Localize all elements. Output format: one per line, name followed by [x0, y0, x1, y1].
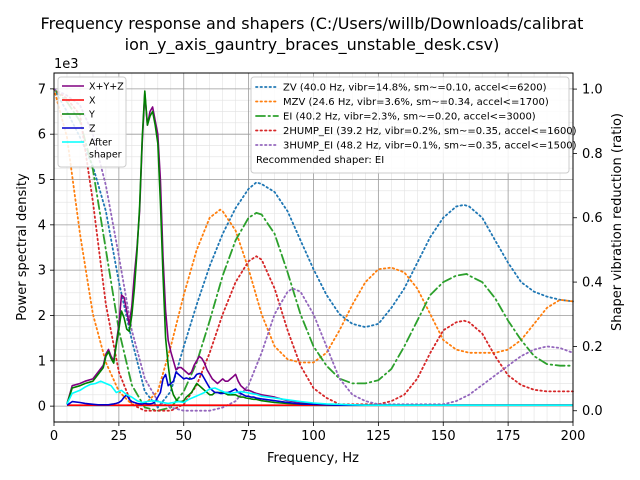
y-tick-label: 1	[38, 354, 46, 369]
shaper-line-3	[53, 88, 574, 412]
y-scale-label: 1e3	[54, 57, 79, 72]
shaper-line-1	[53, 88, 574, 409]
y2-tick-label: 0.0	[582, 404, 603, 419]
legend-shaper-label: 3HUMP_EI (48.2 Hz, vibr=0.1%, sm~=0.35, …	[283, 141, 577, 152]
y-axis-label: Power spectral density	[15, 173, 30, 321]
legend-psd-label: X	[89, 96, 96, 107]
psd-line-1	[66, 92, 573, 407]
psd-line-5	[66, 380, 573, 407]
legend-shaper-label: MZV (24.6 Hz, vibr=3.6%, sm~=0.34, accel…	[283, 97, 549, 108]
legend-shaper-label: EI (40.2 Hz, vibr=2.3%, sm~=0.20, accel<…	[283, 112, 536, 123]
chart-title-line-2: ion_y_axis_gauntry_braces_unstable_desk.…	[125, 35, 500, 55]
y-tick-label: 7	[38, 82, 46, 97]
y2-axis-label: Shaper vibration reduction (ratio)	[610, 113, 625, 331]
legend-psd-label: After	[89, 138, 112, 149]
x-tick-label: 200	[561, 429, 586, 444]
y-tick-label: 6	[38, 128, 46, 143]
y-tick-label: 0	[38, 400, 46, 415]
x-tick-label: 50	[175, 429, 192, 444]
legend-shaper-label: 2HUMP_EI (39.2 Hz, vibr=0.2%, sm~=0.35, …	[283, 126, 577, 137]
psd-line-4	[66, 371, 573, 407]
y2-tick-label: 0.6	[582, 211, 603, 226]
y-tick-label: 4	[38, 218, 46, 233]
y-tick-label: 2	[38, 309, 46, 324]
x-tick-label: 75	[240, 429, 257, 444]
legend-psd-label: Z	[89, 124, 96, 135]
legend-psd-label: shaper	[89, 150, 122, 161]
y2-tick-label: 0.2	[582, 340, 603, 355]
psd-lines	[66, 90, 573, 407]
y-axis-ticks: 0 1 2 3 4 5 6 7	[38, 82, 54, 415]
recommended-shaper-label: Recommended shaper: EI	[256, 155, 384, 166]
y-tick-label: 3	[38, 264, 46, 279]
chart-title-line-1: Frequency response and shapers (C:/Users…	[41, 14, 584, 33]
shaper-line-4	[53, 88, 574, 412]
x-tick-label: 100	[301, 429, 326, 444]
x-tick-label: 150	[431, 429, 456, 444]
y2-axis-ticks: 0.0 0.2 0.4 0.6 0.8 1.0	[573, 83, 603, 419]
legend-psd-label: X+Y+Z	[89, 82, 124, 93]
y2-tick-label: 0.8	[582, 147, 603, 162]
x-axis-label: Frequency, Hz	[267, 451, 359, 466]
shaper-line-5	[53, 88, 574, 412]
legend-shaper-label: ZV (40.0 Hz, vibr=14.8%, sm~=0.10, accel…	[283, 83, 547, 94]
x-tick-label: 0	[50, 429, 58, 444]
y2-tick-label: 1.0	[582, 83, 603, 98]
legend-shapers: ZV (40.0 Hz, vibr=14.8%, sm~=0.10, accel…	[250, 76, 577, 174]
y2-tick-label: 0.4	[582, 276, 603, 291]
x-tick-label: 25	[111, 429, 128, 444]
legend-shaper-box	[250, 76, 570, 174]
shaper-lines	[53, 88, 574, 412]
x-tick-label: 175	[496, 429, 521, 444]
y-tick-label: 5	[38, 173, 46, 188]
legend-psd-label: Y	[88, 110, 95, 121]
x-axis-ticks: 0 25 50 75 100 125 150 175 200	[50, 422, 586, 444]
x-tick-label: 125	[366, 429, 391, 444]
